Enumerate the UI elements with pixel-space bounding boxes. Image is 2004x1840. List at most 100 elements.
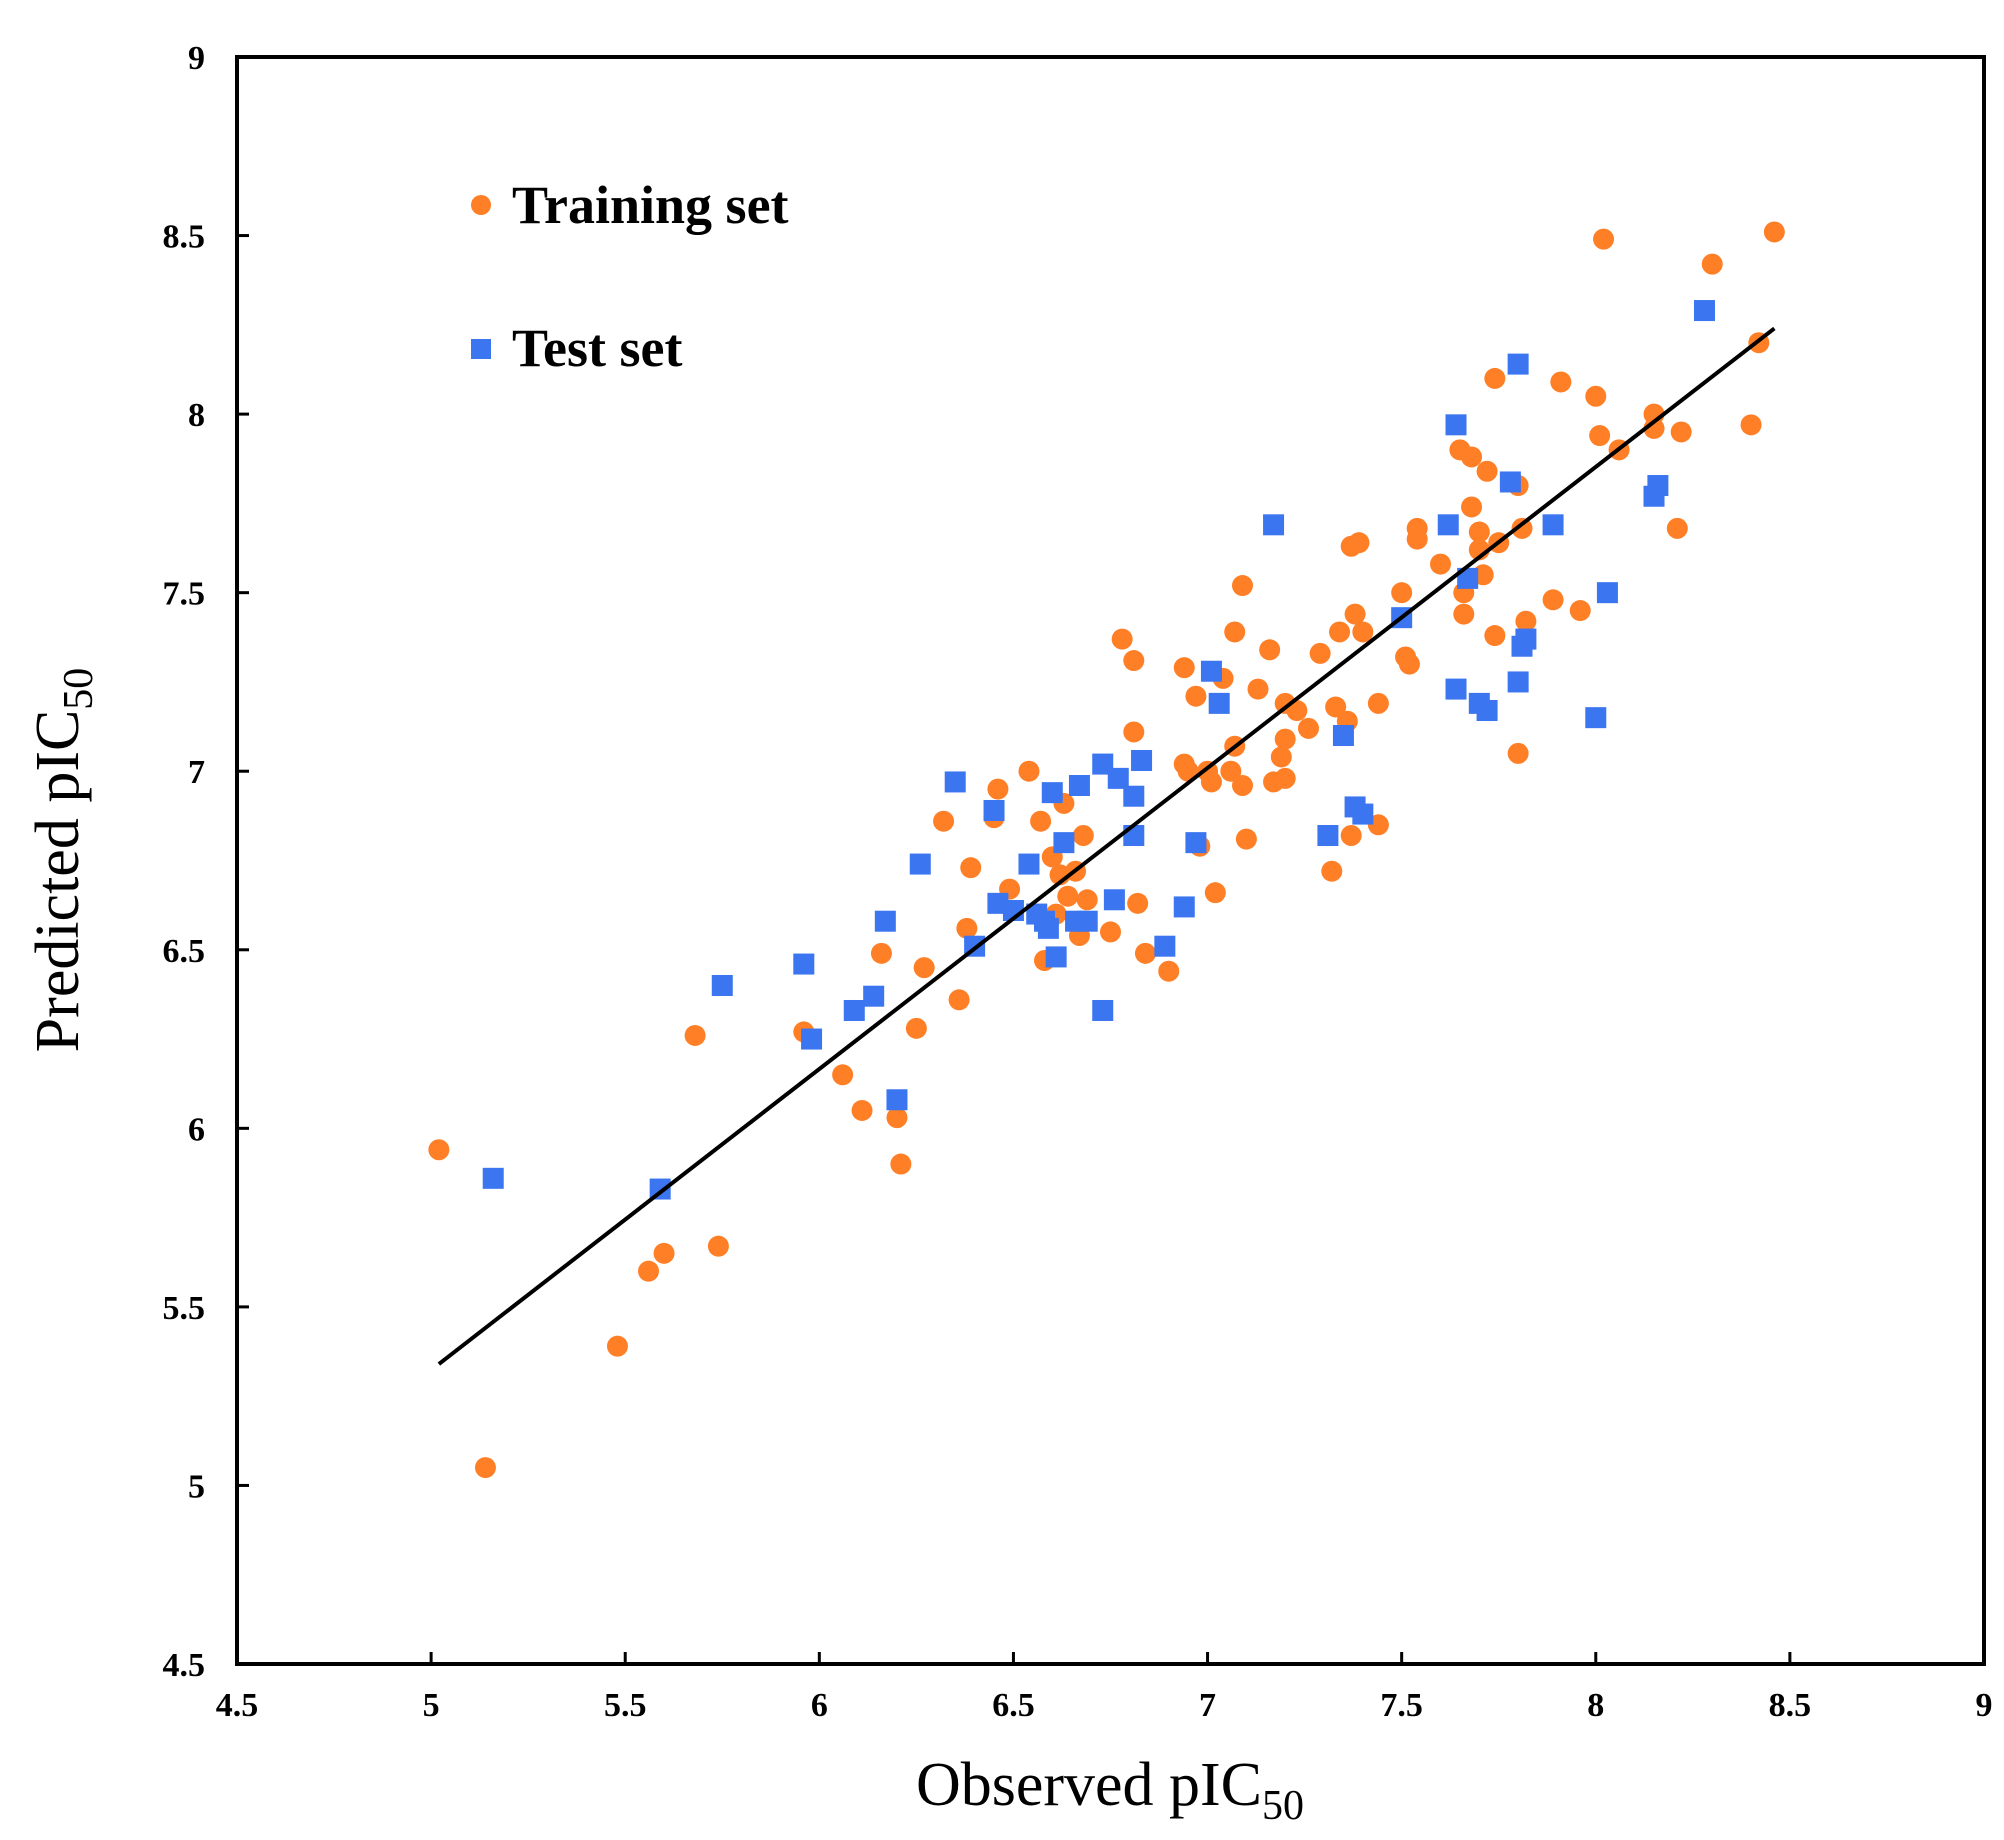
test-set-point: [983, 800, 1005, 822]
test-set-point: [1317, 825, 1339, 847]
test-set-point: [1507, 671, 1529, 693]
training-set-point: [1643, 417, 1665, 439]
x-tick-label: 6.5: [992, 1687, 1035, 1724]
training-set-point: [1666, 517, 1688, 539]
training-set-point: [1224, 621, 1246, 643]
legend-label-training-set: Training set: [512, 175, 789, 235]
training-set-point: [1340, 825, 1362, 847]
training-set-point: [1589, 425, 1611, 447]
training-set-point: [684, 1024, 706, 1046]
training-set-point: [1123, 650, 1145, 672]
test-set-point: [1263, 514, 1285, 536]
training-set-point: [1593, 228, 1615, 250]
test-set-point: [1123, 825, 1145, 847]
training-set-point: [1763, 221, 1785, 243]
x-tick-label: 9: [1976, 1687, 1993, 1724]
training-set-point: [1231, 575, 1253, 597]
x-tick-label: 8.5: [1769, 1687, 1812, 1724]
test-set-point: [1185, 832, 1207, 854]
x-tick-label: 7: [1199, 1687, 1216, 1724]
x-axis-title: Observed pIC50: [916, 1751, 1304, 1829]
training-set-point: [1550, 371, 1572, 393]
training-set-point: [960, 857, 982, 879]
test-set-point: [1076, 910, 1098, 932]
training-set-point: [1235, 828, 1257, 850]
test-set-point: [1445, 414, 1467, 436]
training-set-point: [606, 1335, 628, 1357]
training-set-point: [1569, 600, 1591, 622]
training-set-point: [1515, 610, 1537, 632]
training-set-point: [1018, 760, 1040, 782]
training-set-point: [1072, 825, 1094, 847]
training-set-point: [886, 1107, 908, 1129]
training-set-point: [1367, 692, 1389, 714]
test-set-point: [1476, 700, 1498, 722]
training-set-point: [1670, 421, 1692, 443]
training-set-point: [1511, 517, 1533, 539]
training-set-point: [1204, 882, 1226, 904]
training-set-point: [832, 1064, 854, 1086]
y-tick-label: 7.5: [163, 576, 206, 613]
training-set-point: [1274, 767, 1296, 789]
test-set-point: [1542, 514, 1564, 536]
training-set-point: [1461, 446, 1483, 468]
training-set-point: [948, 989, 970, 1011]
training-set-point: [1297, 717, 1319, 739]
test-set-point: [909, 853, 931, 875]
x-tick-label: 7.5: [1380, 1687, 1423, 1724]
test-set-point: [863, 985, 885, 1007]
training-set-point: [638, 1260, 660, 1282]
training-set-point: [1740, 414, 1762, 436]
y-tick-label: 5: [188, 1468, 205, 1505]
test-set-point: [1585, 707, 1607, 729]
training-set-point: [933, 810, 955, 832]
training-set-point: [890, 1153, 912, 1175]
y-tick-label: 5.5: [163, 1290, 206, 1327]
y-tick-label: 9: [188, 40, 205, 77]
test-set-point: [793, 953, 815, 975]
test-set-point: [1068, 775, 1090, 797]
training-set-point: [1111, 628, 1133, 650]
training-set-point: [1348, 532, 1370, 554]
x-axis-ticks: 4.5 5 5.5 6 6.5 7 7.5 8 8.5 9: [216, 1652, 1993, 1724]
test-set-point: [1499, 471, 1521, 493]
training-set-point: [1185, 685, 1207, 707]
test-set-point: [843, 999, 865, 1021]
training-set-point: [1231, 775, 1253, 797]
training-set-point: [1123, 721, 1145, 743]
plot-frame: [235, 55, 1986, 1666]
training-set-point: [1274, 728, 1296, 750]
training-set-point: [1453, 603, 1475, 625]
y-tick-label: 6: [188, 1111, 205, 1148]
test-set-point: [1332, 725, 1354, 747]
training-set-point: [1542, 589, 1564, 611]
y-tick-label: 7: [188, 754, 205, 791]
training-set-point: [707, 1235, 729, 1257]
training-set-point: [1127, 892, 1149, 914]
training-set-point: [1398, 653, 1420, 675]
trend-line: [437, 326, 1776, 1366]
x-tick-label: 5.5: [604, 1687, 647, 1724]
legend: Training set Test set: [471, 175, 789, 378]
test-set-point: [1041, 782, 1063, 804]
training-set-point: [1484, 625, 1506, 647]
training-set-point: [905, 1017, 927, 1039]
training-set-point: [1173, 657, 1195, 679]
x-tick-label: 5: [423, 1687, 440, 1724]
training-set-point: [1325, 696, 1347, 718]
test-set-point: [1103, 889, 1125, 911]
test-set-point: [711, 974, 733, 996]
test-set-point: [1037, 917, 1059, 939]
training-set-point: [1461, 496, 1483, 518]
test-set-point: [1693, 300, 1715, 322]
test-set-point: [1352, 803, 1374, 825]
test-set-point: [1053, 832, 1075, 854]
training-set-point: [1484, 367, 1506, 389]
test-set-point: [1173, 896, 1195, 918]
training-set-point: [851, 1099, 873, 1121]
test-set-point: [1123, 785, 1145, 807]
test-set-point: [1437, 514, 1459, 536]
data-points: [428, 221, 1785, 1479]
training-set-point: [1344, 603, 1366, 625]
